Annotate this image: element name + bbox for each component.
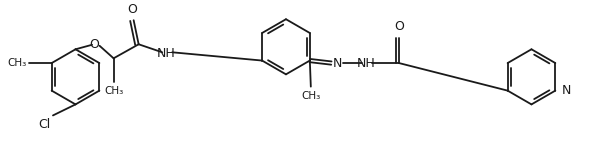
Text: NH: NH: [357, 57, 376, 70]
Text: O: O: [89, 38, 100, 51]
Text: N: N: [333, 57, 342, 70]
Text: Cl: Cl: [38, 118, 50, 131]
Text: CH₃: CH₃: [104, 86, 123, 96]
Text: O: O: [394, 20, 404, 33]
Text: O: O: [127, 3, 137, 16]
Text: NH: NH: [157, 47, 176, 60]
Text: CH₃: CH₃: [301, 91, 321, 101]
Text: CH₃: CH₃: [7, 58, 26, 68]
Text: N: N: [561, 84, 571, 97]
